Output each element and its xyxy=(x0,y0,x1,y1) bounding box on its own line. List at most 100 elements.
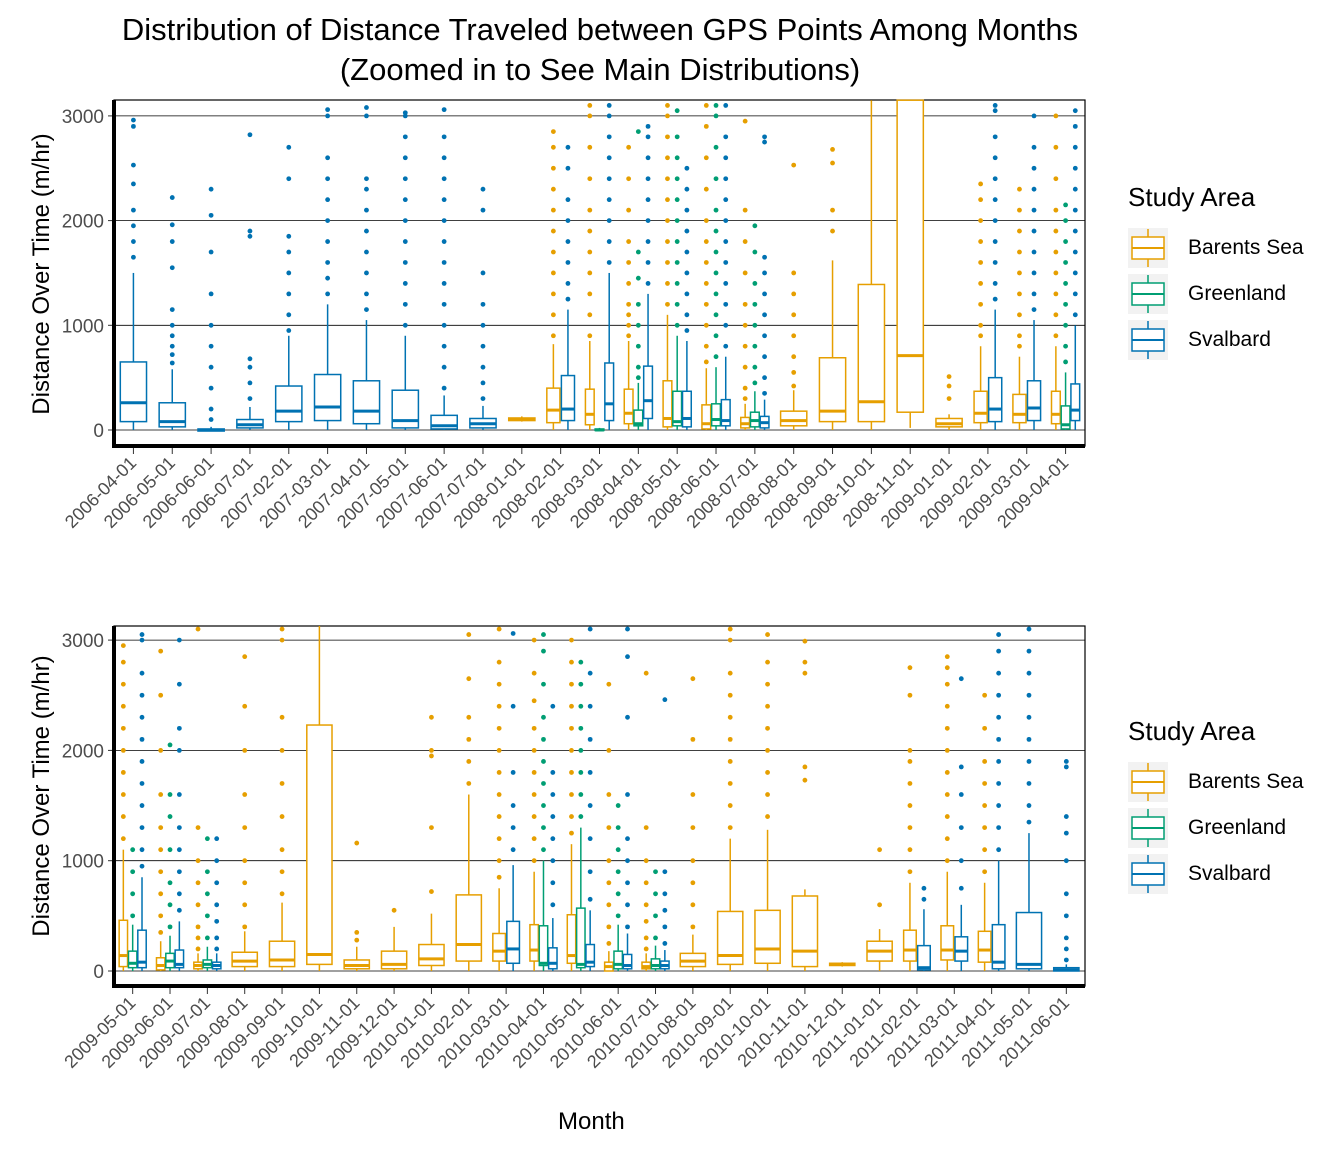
outlier-point xyxy=(578,681,584,687)
box xyxy=(818,147,847,430)
outlier-point xyxy=(578,725,584,731)
outlier-point xyxy=(325,155,331,161)
box-iqr xyxy=(566,913,577,965)
outlier-point xyxy=(723,301,729,307)
outlier-point xyxy=(242,792,248,797)
outlier-point xyxy=(615,825,621,831)
outlier-point xyxy=(907,748,913,753)
outlier-point xyxy=(364,307,369,312)
outlier-point xyxy=(703,155,709,161)
outlier-point xyxy=(665,239,670,244)
outlier-point xyxy=(541,759,546,764)
box xyxy=(165,742,175,971)
outlier-point xyxy=(587,228,593,234)
box-iqr xyxy=(313,373,342,422)
outlier-point xyxy=(130,891,136,897)
outlier-point xyxy=(946,374,952,380)
outlier-point xyxy=(247,132,253,138)
outlier-point xyxy=(391,907,397,913)
outlier-point xyxy=(496,814,502,819)
outlier-point xyxy=(402,218,408,224)
box xyxy=(306,626,333,971)
outlier-point xyxy=(645,176,651,182)
outlier-point xyxy=(944,748,950,753)
box xyxy=(754,632,781,971)
outlier-point xyxy=(606,239,612,244)
box xyxy=(987,103,1003,430)
box-iqr xyxy=(791,895,819,968)
outlier-point xyxy=(550,228,556,234)
legend-key-svalbard xyxy=(1128,854,1168,894)
outlier-point xyxy=(214,946,220,952)
outlier-point xyxy=(1072,123,1078,129)
box-iqr xyxy=(158,402,187,428)
outlier-point xyxy=(665,113,670,119)
outlier-point xyxy=(1031,165,1037,171)
outlier-point xyxy=(643,880,649,886)
box xyxy=(127,847,138,971)
outlier-point xyxy=(996,759,1002,764)
box-iqr xyxy=(584,388,595,426)
box xyxy=(613,803,624,971)
outlier-point xyxy=(429,825,434,831)
outlier-point xyxy=(625,924,630,930)
outlier-point xyxy=(1026,670,1032,676)
outlier-point xyxy=(565,144,571,150)
outlier-point xyxy=(877,847,882,853)
legend-item-barents-sea: Barents Sea xyxy=(1128,759,1338,805)
outlier-point xyxy=(944,681,950,687)
outlier-point xyxy=(662,924,668,930)
outlier-point xyxy=(1031,207,1037,213)
outlier-point xyxy=(713,228,719,234)
outlier-point xyxy=(643,918,649,924)
box-iqr xyxy=(231,951,259,968)
box-iqr xyxy=(720,398,731,427)
outlier-point xyxy=(765,681,770,687)
outlier-point xyxy=(723,134,729,140)
outlier-point xyxy=(958,825,964,831)
outlier-point xyxy=(665,197,670,203)
outlier-point xyxy=(195,825,201,831)
outlier-point xyxy=(510,631,516,636)
outlier-point xyxy=(466,759,472,764)
box xyxy=(659,697,670,971)
outlier-point xyxy=(1063,913,1069,919)
outlier-point xyxy=(645,260,651,265)
outlier-point xyxy=(587,103,593,108)
outlier-point xyxy=(723,281,729,286)
outlier-point xyxy=(635,301,641,307)
outlier-point xyxy=(653,869,658,875)
outlier-point xyxy=(496,725,502,731)
outlier-point xyxy=(158,891,164,897)
outlier-point xyxy=(606,924,612,930)
box-iqr xyxy=(902,929,917,962)
box-iqr xyxy=(710,403,722,427)
outlier-point xyxy=(946,383,952,389)
box-iqr xyxy=(155,957,166,971)
outlier-point xyxy=(541,847,546,853)
outlier-point xyxy=(674,155,680,161)
outlier-point xyxy=(992,260,998,265)
outlier-point xyxy=(765,770,770,775)
outlier-point xyxy=(176,869,182,875)
outlier-point xyxy=(703,103,709,108)
outlier-point xyxy=(441,197,447,203)
outlier-point xyxy=(131,254,136,260)
outlier-point xyxy=(496,626,502,632)
chart-title-line-2: (Zoomed in to See Main Distributions) xyxy=(339,52,861,87)
box xyxy=(603,681,614,972)
box-iqr xyxy=(977,930,992,963)
outlier-point xyxy=(690,902,696,908)
legend-bottom: Study Area Barents Sea Greenland Svalbar… xyxy=(1128,716,1338,897)
outlier-point xyxy=(978,260,984,265)
box xyxy=(828,962,856,967)
outlier-point xyxy=(167,742,173,748)
box xyxy=(155,648,166,971)
outlier-point xyxy=(626,260,632,265)
outlier-point xyxy=(662,907,668,913)
outlier-point xyxy=(645,239,651,244)
outlier-point xyxy=(765,703,770,709)
outlier-point xyxy=(958,885,964,891)
outlier-point xyxy=(131,181,136,187)
